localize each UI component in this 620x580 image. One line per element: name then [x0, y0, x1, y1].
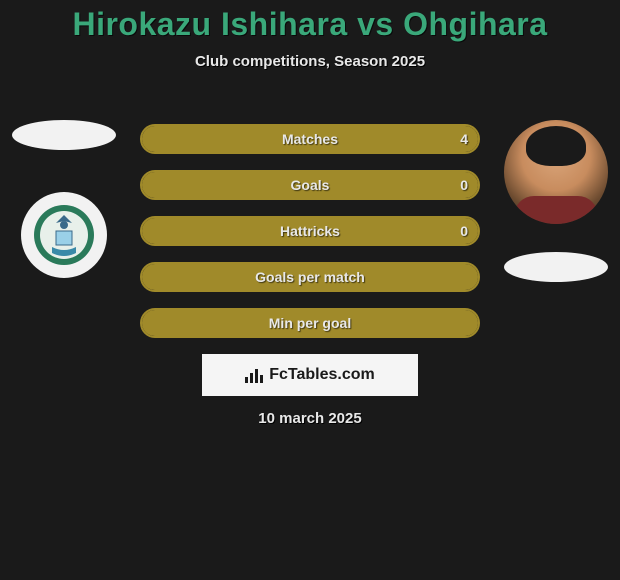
stat-label: Goals: [142, 172, 478, 198]
stat-row-matches: Matches 4: [140, 124, 480, 154]
bar-chart-icon: [245, 367, 265, 383]
stat-value: 0: [460, 218, 468, 244]
page-title: Hirokazu Ishihara vs Ohgihara: [0, 0, 620, 43]
left-player-column: [8, 120, 120, 278]
stat-value: 0: [460, 172, 468, 198]
left-club-badge: [21, 192, 107, 278]
right-player-photo: [504, 120, 608, 224]
stat-label: Matches: [142, 126, 478, 152]
brand-badge: FcTables.com: [202, 354, 418, 396]
date-label: 10 march 2025: [0, 410, 620, 427]
brand-text: FcTables.com: [269, 366, 375, 384]
stat-label: Goals per match: [142, 264, 478, 290]
club-crest-icon: [32, 203, 96, 267]
subtitle: Club competitions, Season 2025: [0, 53, 620, 70]
stat-row-goals: Goals 0: [140, 170, 480, 200]
right-player-column: [500, 120, 612, 282]
stat-label: Min per goal: [142, 310, 478, 336]
stat-label: Hattricks: [142, 218, 478, 244]
stat-row-hattricks: Hattricks 0: [140, 216, 480, 246]
left-player-placeholder: [12, 120, 116, 150]
stat-row-min-per-goal: Min per goal: [140, 308, 480, 338]
stat-value: 4: [460, 126, 468, 152]
stat-row-goals-per-match: Goals per match: [140, 262, 480, 292]
right-club-placeholder: [504, 252, 608, 282]
stats-container: Matches 4 Goals 0 Hattricks 0 Goals per …: [140, 124, 480, 354]
